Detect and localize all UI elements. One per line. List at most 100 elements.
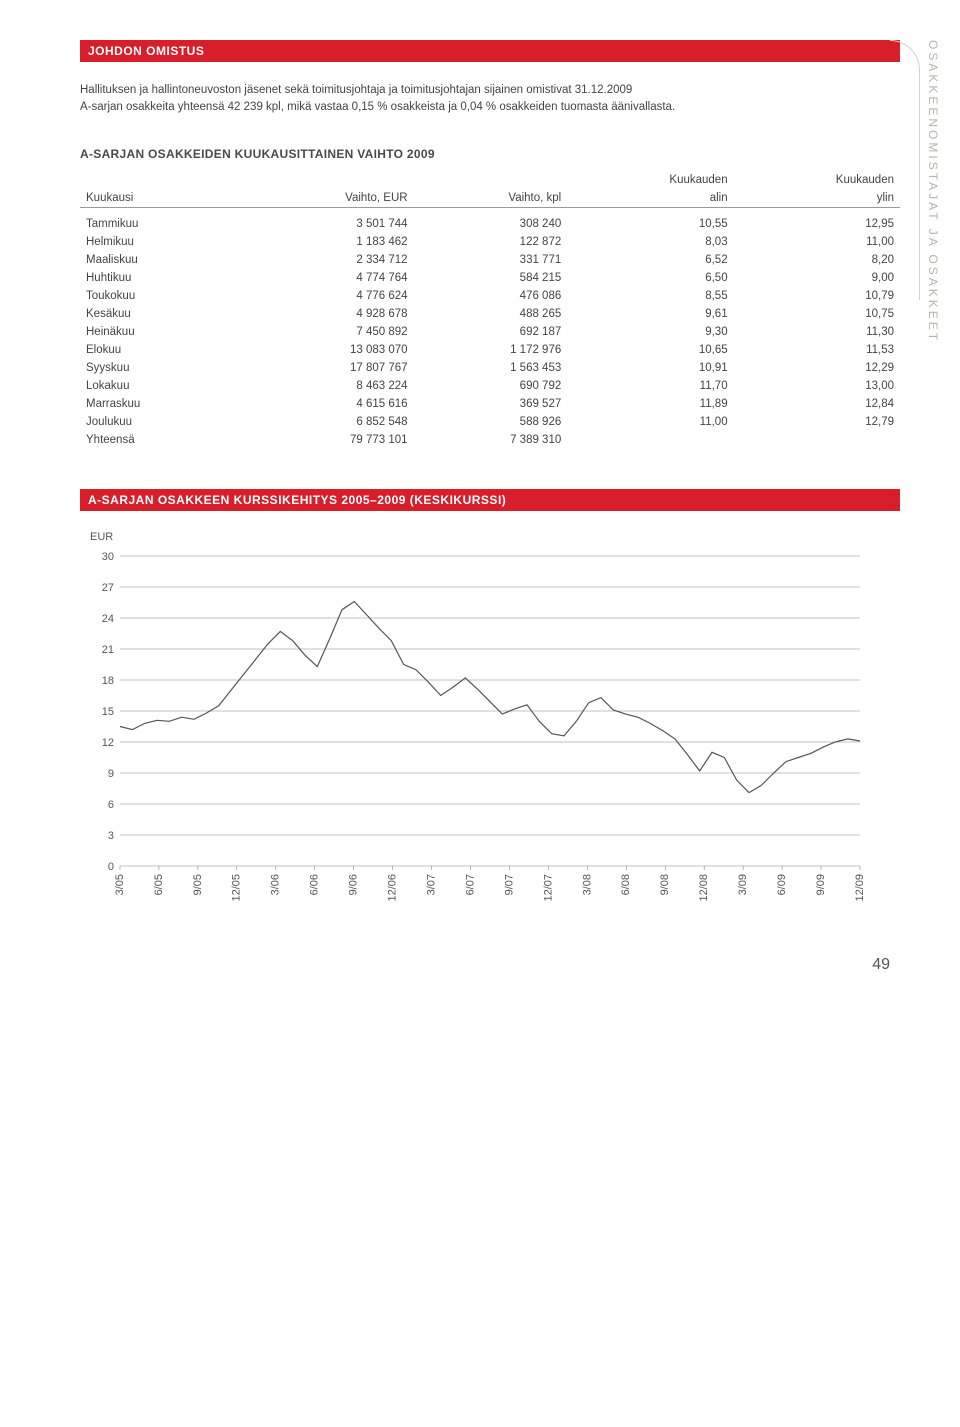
table-cell: Marraskuu xyxy=(80,395,237,413)
svg-text:6/05: 6/05 xyxy=(153,874,165,895)
table-cell: 11,89 xyxy=(567,395,733,413)
table-row: Lokakuu8 463 224690 79211,7013,00 xyxy=(80,377,900,395)
table-cell: 476 086 xyxy=(414,287,568,305)
table-cell: 6,52 xyxy=(567,251,733,269)
col-kpl-header: Vaihto, kpl xyxy=(414,189,568,208)
table-cell: 11,53 xyxy=(734,341,900,359)
svg-text:3/05: 3/05 xyxy=(114,874,126,895)
svg-text:9/09: 9/09 xyxy=(815,874,827,895)
table-cell: 488 265 xyxy=(414,305,568,323)
table-cell: 17 807 767 xyxy=(237,359,413,377)
svg-text:12/06: 12/06 xyxy=(387,874,399,902)
table-cell: 584 215 xyxy=(414,269,568,287)
section-header-ownership: JOHDON OMISTUS xyxy=(80,40,900,62)
table-cell: 9,61 xyxy=(567,305,733,323)
table-cell: Syyskuu xyxy=(80,359,237,377)
table-cell: 8,55 xyxy=(567,287,733,305)
table-cell: 8,20 xyxy=(734,251,900,269)
table-cell: 9,30 xyxy=(567,323,733,341)
table-cell: 12,29 xyxy=(734,359,900,377)
table-row: Heinäkuu7 450 892692 1879,3011,30 xyxy=(80,323,900,341)
svg-text:9/05: 9/05 xyxy=(192,874,204,895)
table-cell: Kesäkuu xyxy=(80,305,237,323)
table-cell: Helmikuu xyxy=(80,233,237,251)
svg-text:6/08: 6/08 xyxy=(620,874,632,895)
table-row: Tammikuu3 501 744308 24010,5512,95 xyxy=(80,207,900,233)
svg-text:3/06: 3/06 xyxy=(270,874,282,895)
price-line-chart: 3027242118151296303/056/059/0512/053/066… xyxy=(90,551,870,911)
svg-text:3: 3 xyxy=(108,830,114,842)
table-cell: 692 187 xyxy=(414,323,568,341)
col-high-header-bot: ylin xyxy=(734,189,900,208)
table-cell: 1 183 462 xyxy=(237,233,413,251)
svg-text:9/06: 9/06 xyxy=(348,874,360,895)
svg-text:6: 6 xyxy=(108,799,114,811)
intro-line-1: Hallituksen ja hallintoneuvoston jäsenet… xyxy=(80,84,632,96)
table-cell: 331 771 xyxy=(414,251,568,269)
col-eur-header: Vaihto, EUR xyxy=(237,189,413,208)
table-header-row-1: Kuukauden Kuukauden xyxy=(80,171,900,189)
table-cell: 10,55 xyxy=(567,207,733,233)
svg-text:6/06: 6/06 xyxy=(309,874,321,895)
table-cell: 4 615 616 xyxy=(237,395,413,413)
table-cell: 10,75 xyxy=(734,305,900,323)
table-cell: Elokuu xyxy=(80,341,237,359)
svg-text:12/05: 12/05 xyxy=(231,874,243,902)
table-cell: 7 389 310 xyxy=(414,431,568,449)
svg-text:12/09: 12/09 xyxy=(854,874,866,902)
section-header-chart: A-SARJAN OSAKKEEN KURSSIKEHITYS 2005–200… xyxy=(80,489,900,511)
table-cell: 1 563 453 xyxy=(414,359,568,377)
price-chart-container: EUR 3027242118151296303/056/059/0512/053… xyxy=(80,531,900,916)
table-row: Kesäkuu4 928 678488 2659,6110,75 xyxy=(80,305,900,323)
table-cell: 10,79 xyxy=(734,287,900,305)
table-cell xyxy=(567,431,733,449)
table-cell: Huhtikuu xyxy=(80,269,237,287)
table-cell: 11,70 xyxy=(567,377,733,395)
table-row: Huhtikuu4 774 764584 2156,509,00 xyxy=(80,269,900,287)
table-cell: 10,65 xyxy=(567,341,733,359)
table-cell: Heinäkuu xyxy=(80,323,237,341)
table-cell xyxy=(734,431,900,449)
table-cell: 12,84 xyxy=(734,395,900,413)
table-cell: Toukokuu xyxy=(80,287,237,305)
svg-text:0: 0 xyxy=(108,861,114,873)
table-cell: 1 172 976 xyxy=(414,341,568,359)
table-cell: 13,00 xyxy=(734,377,900,395)
table-cell: 122 872 xyxy=(414,233,568,251)
chart-title: A-SARJAN OSAKKEEN KURSSIKEHITYS 2005–200… xyxy=(88,493,506,507)
table-cell: 4 928 678 xyxy=(237,305,413,323)
svg-text:12/08: 12/08 xyxy=(698,874,710,902)
table-cell: 11,00 xyxy=(734,233,900,251)
table-cell: 4 776 624 xyxy=(237,287,413,305)
svg-text:21: 21 xyxy=(102,644,114,656)
table-row: Toukokuu4 776 624476 0868,5510,79 xyxy=(80,287,900,305)
intro-line-2: A-sarjan osakkeita yhteensä 42 239 kpl, … xyxy=(80,101,675,113)
chart-y-axis-label: EUR xyxy=(90,531,900,543)
svg-text:3/09: 3/09 xyxy=(737,874,749,895)
svg-text:18: 18 xyxy=(102,675,114,687)
svg-text:27: 27 xyxy=(102,582,114,594)
table-cell: 12,95 xyxy=(734,207,900,233)
table-cell: 8,03 xyxy=(567,233,733,251)
svg-text:30: 30 xyxy=(102,551,114,563)
table-cell: 10,91 xyxy=(567,359,733,377)
svg-text:9/07: 9/07 xyxy=(503,874,515,895)
table-cell: 369 527 xyxy=(414,395,568,413)
table-cell: Joulukuu xyxy=(80,413,237,431)
intro-paragraph: Hallituksen ja hallintoneuvoston jäsenet… xyxy=(80,82,900,117)
monthly-volume-table: Kuukauden Kuukauden Kuukausi Vaihto, EUR… xyxy=(80,171,900,449)
svg-text:9: 9 xyxy=(108,768,114,780)
col-low-header-top: Kuukauden xyxy=(567,171,733,189)
table-cell: 2 334 712 xyxy=(237,251,413,269)
svg-text:12: 12 xyxy=(102,737,114,749)
table-row: Maaliskuu2 334 712331 7716,528,20 xyxy=(80,251,900,269)
svg-text:3/08: 3/08 xyxy=(581,874,593,895)
page-number: 49 xyxy=(80,956,900,974)
table-cell: 6 852 548 xyxy=(237,413,413,431)
table-cell: Lokakuu xyxy=(80,377,237,395)
table-cell: 6,50 xyxy=(567,269,733,287)
table-title: A-SARJAN OSAKKEIDEN KUUKAUSITTAINEN VAIH… xyxy=(80,147,900,161)
table-cell: 308 240 xyxy=(414,207,568,233)
table-cell: 7 450 892 xyxy=(237,323,413,341)
table-cell: 79 773 101 xyxy=(237,431,413,449)
